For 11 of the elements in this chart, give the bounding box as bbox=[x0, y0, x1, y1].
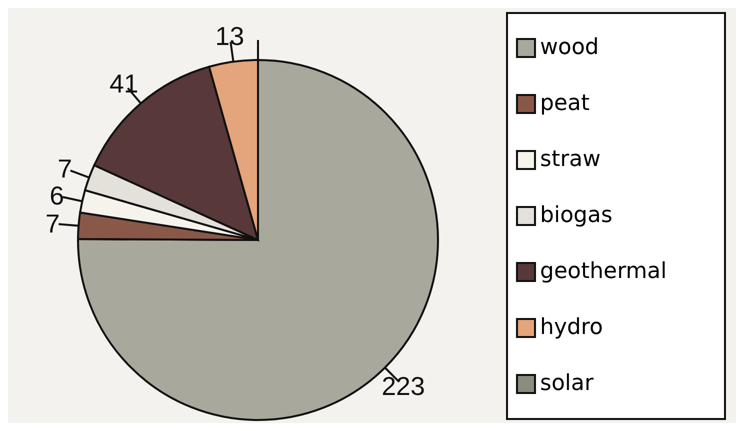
legend-label: wood bbox=[540, 35, 599, 60]
data-label: 41 bbox=[109, 68, 138, 99]
data-label: 223 bbox=[382, 371, 425, 402]
legend-label: straw bbox=[540, 147, 601, 172]
legend-label: peat bbox=[540, 91, 590, 116]
legend-label: hydro bbox=[540, 315, 603, 340]
legend-label: biogas bbox=[540, 203, 612, 228]
legend-label: solar bbox=[540, 371, 594, 396]
legend-label: geothermal bbox=[540, 259, 667, 284]
data-label: 13 bbox=[215, 20, 244, 51]
data-label: 7 bbox=[45, 208, 60, 239]
